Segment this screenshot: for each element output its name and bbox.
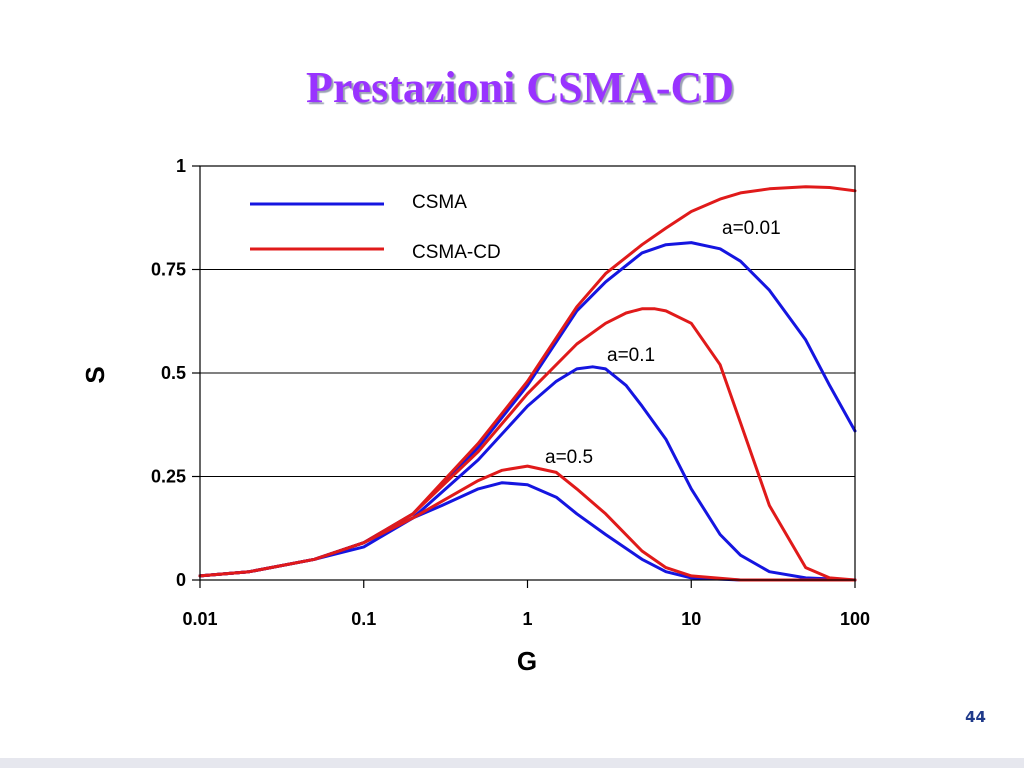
annotation-a-0.01: a=0.01 xyxy=(722,218,781,239)
annotation-a-0.1: a=0.1 xyxy=(607,345,655,366)
y-tick-label: 0.75 xyxy=(151,260,186,280)
series-csma-cd-a-0.1 xyxy=(198,307,857,582)
footer-bar xyxy=(0,758,1024,768)
series-csma-a-0.01 xyxy=(198,241,857,578)
y-axis-title: S xyxy=(80,366,110,383)
x-tick-label: 1 xyxy=(522,609,532,629)
legend-label-csma: CSMA xyxy=(412,192,467,213)
series-lines xyxy=(198,185,857,582)
x-tick-label: 10 xyxy=(681,609,701,629)
annotations: a=0.01 a=0.1 a=0.5 xyxy=(545,218,781,468)
y-tick-label: 1 xyxy=(176,156,186,176)
y-tick-label: 0 xyxy=(176,570,186,590)
series-csma-cd-a-0.5 xyxy=(198,464,857,582)
axes: 0 0.25 0.5 0.75 1 0.01 0.1 1 10 100 xyxy=(151,156,870,629)
x-tick-label: 100 xyxy=(840,609,870,629)
series-csma-cd-a-0.01 xyxy=(198,185,857,578)
legend-label-csma-cd: CSMA-CD xyxy=(412,242,501,263)
slide-title: Prestazioni CSMA-CD xyxy=(305,63,735,112)
legend: CSMA CSMA-CD xyxy=(250,192,501,263)
annotation-a-0.5: a=0.5 xyxy=(545,447,593,468)
series-csma-a-0.1 xyxy=(198,365,857,582)
x-tick-label: 0.1 xyxy=(351,609,376,629)
y-tick-label: 0.25 xyxy=(151,467,186,487)
x-axis-title: G xyxy=(517,646,537,676)
y-tick-label: 0.5 xyxy=(161,363,186,383)
page-number: 44 xyxy=(965,708,986,726)
grid-lines xyxy=(200,269,855,477)
x-tick-label: 0.01 xyxy=(182,609,217,629)
